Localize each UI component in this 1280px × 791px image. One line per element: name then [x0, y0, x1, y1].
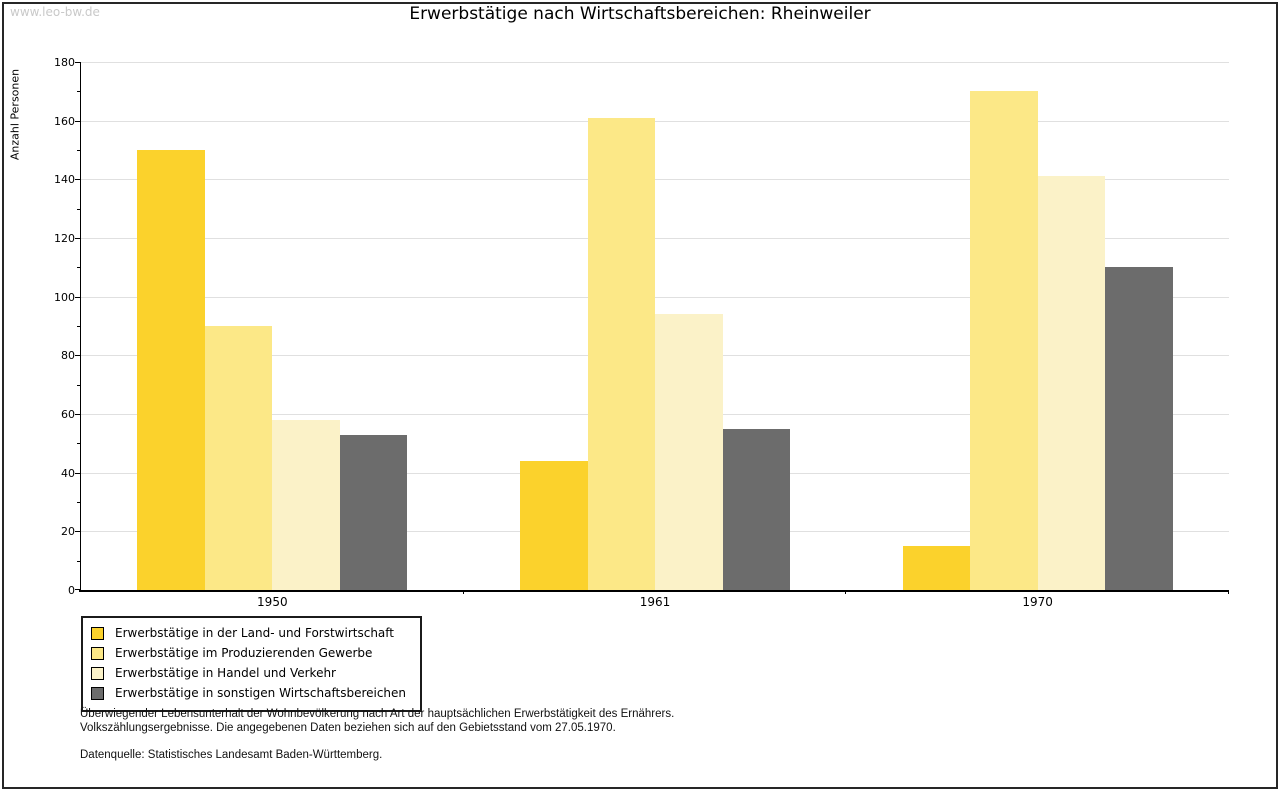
- y-minor-tick-110: [77, 267, 80, 269]
- y-tick-label-120: 120: [54, 232, 75, 245]
- footer-source: Datenquelle: Statistisches Landesamt Bad…: [80, 749, 383, 761]
- y-tick-label-20: 20: [61, 525, 75, 539]
- legend-item-4: Erwerbstätige in sonstigen Wirtschaftsbe…: [91, 683, 406, 703]
- legend-item-2: Erwerbstätige im Produzierenden Gewerbe: [91, 643, 406, 663]
- x-axis-line: [79, 590, 1229, 592]
- legend-swatch-2: [91, 646, 104, 660]
- y-tick-label-80: 80: [61, 349, 75, 363]
- legend-swatch-1: [91, 626, 104, 640]
- chart-title: Erwerbstätige nach Wirtschaftsbereichen:…: [409, 4, 871, 24]
- y-tick-180: [75, 62, 80, 63]
- bar-1970-series4: [1105, 267, 1173, 590]
- gridline-120: [81, 238, 1229, 239]
- y-tick-160: [75, 120, 80, 122]
- bar-1961-series3: [655, 314, 723, 590]
- x-axis-label-1970: 1970: [1022, 595, 1053, 609]
- y-tick-label-140: 140: [54, 173, 75, 187]
- bar-1950-series3: [272, 419, 340, 590]
- y-tick-40: [75, 472, 80, 474]
- footer: Überwiegender Lebensunterhalt der Wohnbe…: [80, 707, 674, 762]
- y-tick-100: [75, 296, 80, 298]
- legend-label-1: Erwerbstätige in der Land- und Forstwirt…: [115, 626, 394, 640]
- x-axis-label-1961: 1961: [639, 595, 671, 609]
- y-tick-0: [75, 589, 80, 590]
- bar-1950-series4: [339, 434, 408, 590]
- bar-1961-series1: [520, 460, 588, 590]
- y-tick-120: [75, 238, 80, 239]
- y-axis-line: [80, 62, 81, 590]
- bar-1970-series2: [970, 91, 1038, 590]
- legend-item-3: Erwerbstätige in Handel und Verkehr: [91, 663, 406, 683]
- y-tick-label-0: 0: [68, 584, 75, 597]
- y-tick-label-60: 60: [61, 408, 75, 421]
- watermark: www.leo-bw.de: [10, 5, 100, 19]
- legend-label-2: Erwerbstätige im Produzierenden Gewerbe: [115, 646, 373, 660]
- legend-label-4: Erwerbstätige in sonstigen Wirtschaftsbe…: [115, 686, 407, 700]
- y-tick-60: [75, 414, 80, 415]
- y-tick-label-180: 180: [54, 56, 75, 69]
- y-minor-tick-130: [77, 208, 80, 210]
- gridline-160: [81, 120, 1229, 122]
- y-tick-label-160: 160: [54, 114, 75, 128]
- bar-1961-series4: [722, 428, 790, 590]
- bar-1970-series1: [902, 546, 971, 590]
- y-tick-140: [75, 179, 80, 181]
- legend-item-1: Erwerbstätige in der Land- und Forstwirt…: [91, 623, 406, 643]
- y-minor-tick-90: [77, 326, 80, 327]
- y-tick-label-100: 100: [54, 290, 75, 304]
- y-minor-tick-10: [77, 560, 80, 562]
- bar-1950-series2: [204, 326, 273, 590]
- bar-1950-series1: [137, 150, 205, 590]
- footer-note-line1: Überwiegender Lebensunterhalt der Wohnbe…: [80, 708, 675, 720]
- x-boundary-tick-3: [1228, 590, 1229, 594]
- x-boundary-tick-1: [462, 590, 464, 594]
- legend-swatch-4: [91, 686, 104, 700]
- y-minor-tick-30: [77, 502, 80, 503]
- y-minor-tick-50: [77, 443, 80, 445]
- bar-1961-series2: [587, 117, 655, 590]
- legend-box: Erwerbstätige in der Land- und Forstwirt…: [81, 616, 423, 712]
- gridline-180: [81, 62, 1229, 63]
- legend-label-3: Erwerbstätige in Handel und Verkehr: [115, 666, 336, 680]
- x-axis-label-1950: 1950: [257, 595, 288, 609]
- y-tick-label-40: 40: [61, 466, 75, 480]
- y-tick-20: [75, 531, 80, 533]
- y-minor-tick-70: [77, 384, 80, 386]
- y-axis-title: Anzahl Personen: [8, 68, 22, 161]
- legend-swatch-3: [91, 666, 104, 680]
- y-tick-80: [75, 355, 80, 357]
- x-boundary-tick-2: [845, 590, 847, 594]
- footer-note-line2: Volkszählungsergebnisse. Die angegebenen…: [80, 722, 616, 734]
- bar-1970-series3: [1037, 176, 1106, 590]
- gridline-140: [81, 179, 1229, 181]
- y-minor-tick-150: [77, 150, 80, 151]
- plot-area: 0 20 40 60 80 100 120 140 160 180 1950 1961 1970: [54, 56, 1229, 609]
- gridline-100: [81, 296, 1229, 298]
- y-minor-tick-170: [77, 91, 80, 93]
